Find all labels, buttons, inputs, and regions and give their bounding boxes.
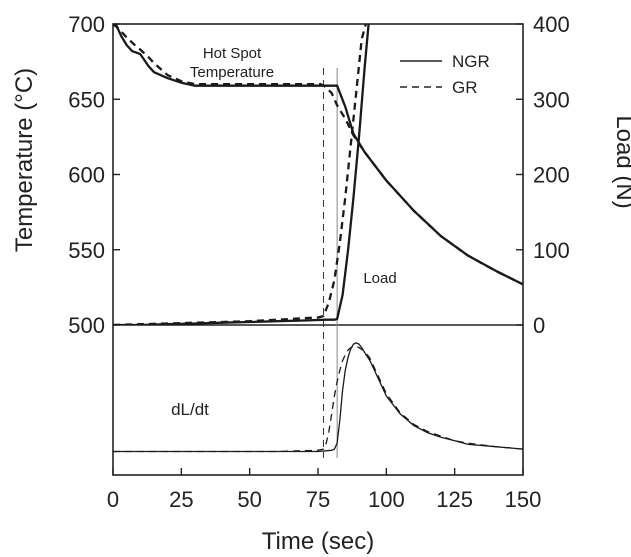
- y-left-tick-label-650: 650: [68, 87, 105, 112]
- hot-spot-label-line2: Temperature: [190, 64, 274, 81]
- y-axis-left-title: Temperature (°C): [11, 68, 38, 252]
- y-left-tick-label-550: 550: [68, 238, 105, 263]
- hot-spot-temperature-gr-line: [113, 24, 523, 286]
- x-tick-label-150: 150: [505, 487, 542, 512]
- hot-spot-label-line1: Hot Spot: [203, 45, 262, 62]
- x-tick-label-100: 100: [368, 487, 405, 512]
- vertical-markers: [322, 68, 338, 458]
- load-label: Load: [363, 270, 396, 287]
- x-tick-label-125: 125: [436, 487, 473, 512]
- dl-dt-ngr-line: [113, 342, 523, 453]
- dldt-label: dL/dt: [171, 400, 209, 419]
- legend-gr-label: GR: [452, 78, 478, 97]
- y-right-tick-label-200: 200: [533, 163, 570, 188]
- x-axis-title: Time (sec): [262, 528, 374, 555]
- legend-ngr-label: NGR: [452, 52, 490, 71]
- load-gr-line: [113, 24, 367, 325]
- axes: 0 25 50 75 100 125 150 500 550 600 650 700 0 100 200 30…: [68, 12, 569, 512]
- x-tick-label-50: 50: [237, 487, 261, 512]
- y-right-tick-label-100: 100: [533, 238, 570, 263]
- y-left-tick-label-500: 500: [68, 313, 105, 338]
- y-right-tick-label-300: 300: [533, 87, 570, 112]
- top-panel-series: [113, 24, 523, 325]
- dl-dt-gr-line: [113, 345, 523, 453]
- x-tick-label-0: 0: [107, 487, 119, 512]
- bottom-panel-series: [113, 342, 523, 453]
- legend: NGR GR: [400, 52, 490, 97]
- x-tick-label-25: 25: [169, 487, 193, 512]
- y-left-tick-label-600: 600: [68, 163, 105, 188]
- y-right-tick-label-400: 400: [533, 12, 570, 37]
- x-tick-label-75: 75: [306, 487, 330, 512]
- y-axis-right-title: Load (N): [611, 115, 631, 208]
- y-left-tick-label-700: 700: [68, 12, 105, 37]
- y-right-tick-label-0: 0: [533, 313, 545, 338]
